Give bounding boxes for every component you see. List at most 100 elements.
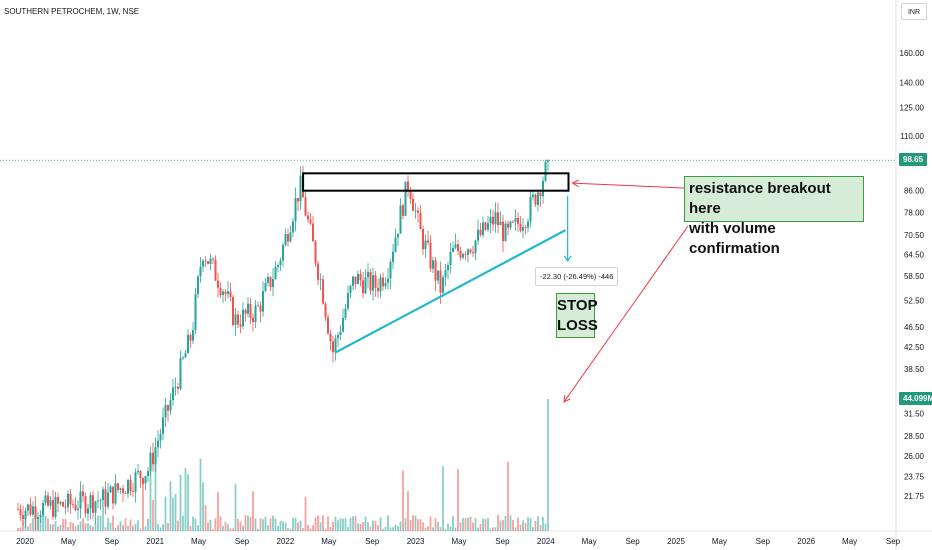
price-tick-label: 26.00 (904, 452, 925, 461)
price-tick-label: 46.50 (904, 323, 925, 332)
volume-bar (532, 527, 534, 531)
candle-body (457, 244, 459, 251)
candle-body (117, 483, 119, 490)
volume-bar (104, 527, 107, 531)
symbol-title[interactable]: SOUTHERN PETROCHEM, 1W, NSE (4, 7, 140, 16)
volume-bar (209, 519, 212, 531)
volume-bar (77, 524, 79, 531)
candle-body (419, 212, 422, 230)
volume-bar (222, 525, 224, 531)
candle-body (197, 276, 199, 295)
candle-body (27, 504, 29, 511)
candle-body (334, 338, 337, 353)
resistance-zone-box[interactable] (302, 172, 570, 192)
volume-bar (512, 519, 514, 531)
volume-bar (249, 517, 252, 531)
resistance-note-line2: with volume confirmation (689, 220, 780, 257)
candle-body (509, 221, 512, 228)
volume-bar (319, 522, 322, 531)
currency-button[interactable]: INR (901, 3, 927, 20)
volume-bar (74, 526, 77, 531)
candle-body (492, 216, 494, 225)
volume-bar (389, 527, 392, 531)
volume-bar (67, 527, 69, 531)
candle-body (294, 197, 297, 222)
candle-body (417, 210, 419, 213)
candle-body (192, 330, 194, 341)
candle-body (114, 483, 117, 504)
candle-body (442, 277, 444, 293)
volume-bar (269, 518, 272, 531)
volume-bar (152, 499, 154, 531)
candle-body (132, 491, 134, 492)
volume-bar (312, 525, 314, 531)
candle-body (154, 447, 157, 465)
volume-bar (547, 399, 549, 531)
volume-bar (89, 525, 92, 531)
candle-body (69, 493, 72, 505)
volume-bar (324, 528, 327, 531)
volume-bar (84, 523, 87, 531)
volume-bar (39, 515, 42, 531)
resistance-note-box[interactable]: resistance breakout here with volume con… (684, 176, 864, 257)
candle-body (182, 357, 184, 359)
candle-body (174, 386, 177, 388)
candle-body (222, 291, 224, 295)
candle-body (312, 223, 314, 242)
candle-body (479, 229, 482, 236)
stop-loss-note-box[interactable]: STOP LOSS (556, 293, 598, 338)
volume-bar (432, 527, 434, 531)
volume-bar (207, 522, 209, 531)
time-tick-label: Sep (625, 537, 640, 546)
time-tick-label: May (451, 537, 466, 546)
volume-bar (49, 524, 52, 531)
time-tick-label: 2024 (537, 537, 555, 546)
measure-arrow-head (563, 255, 572, 262)
volume-bar (182, 515, 184, 531)
candle-body (534, 194, 537, 205)
candle-body (94, 501, 97, 513)
support-trendline[interactable] (335, 229, 567, 354)
candle-body (362, 280, 364, 294)
volume-bar (79, 521, 82, 531)
time-tick-label: 2020 (16, 537, 34, 546)
candle-body (142, 478, 144, 484)
arrow-to-resistance (572, 182, 685, 189)
volume-bar (444, 528, 447, 531)
volume-bar (514, 527, 517, 531)
candle-body (357, 274, 359, 284)
candle-body (389, 261, 392, 279)
volume-bar (369, 526, 372, 531)
volume-bar (97, 515, 99, 531)
volume-bar (184, 468, 187, 531)
candle-body (227, 291, 229, 294)
last-volume-label: 44.099M (899, 392, 932, 405)
candle-body (329, 333, 332, 342)
candle-body (432, 260, 434, 269)
volume-bar (372, 520, 374, 531)
candle-body (217, 280, 219, 288)
volume-bar (272, 515, 274, 531)
time-tick-label: Sep (756, 537, 771, 546)
candle-body (504, 223, 507, 242)
volume-bar (332, 521, 334, 531)
candle-body (422, 229, 424, 250)
volume-bar (362, 521, 364, 531)
candle-body (107, 492, 109, 507)
candle-body (482, 222, 484, 236)
candle-body (62, 502, 64, 507)
volume-bar (239, 521, 242, 531)
volume-bar (154, 454, 157, 531)
candle-body (469, 249, 472, 253)
candle-body (249, 303, 252, 318)
candle-body (544, 161, 547, 181)
volume-bar (212, 528, 214, 531)
volume-bar (424, 527, 427, 531)
candle-body (254, 305, 257, 323)
volume-bar (479, 524, 482, 531)
volume-bar (472, 522, 474, 531)
candle-body (497, 212, 499, 226)
time-tick-label: 2023 (407, 537, 425, 546)
candle-body (277, 265, 279, 267)
